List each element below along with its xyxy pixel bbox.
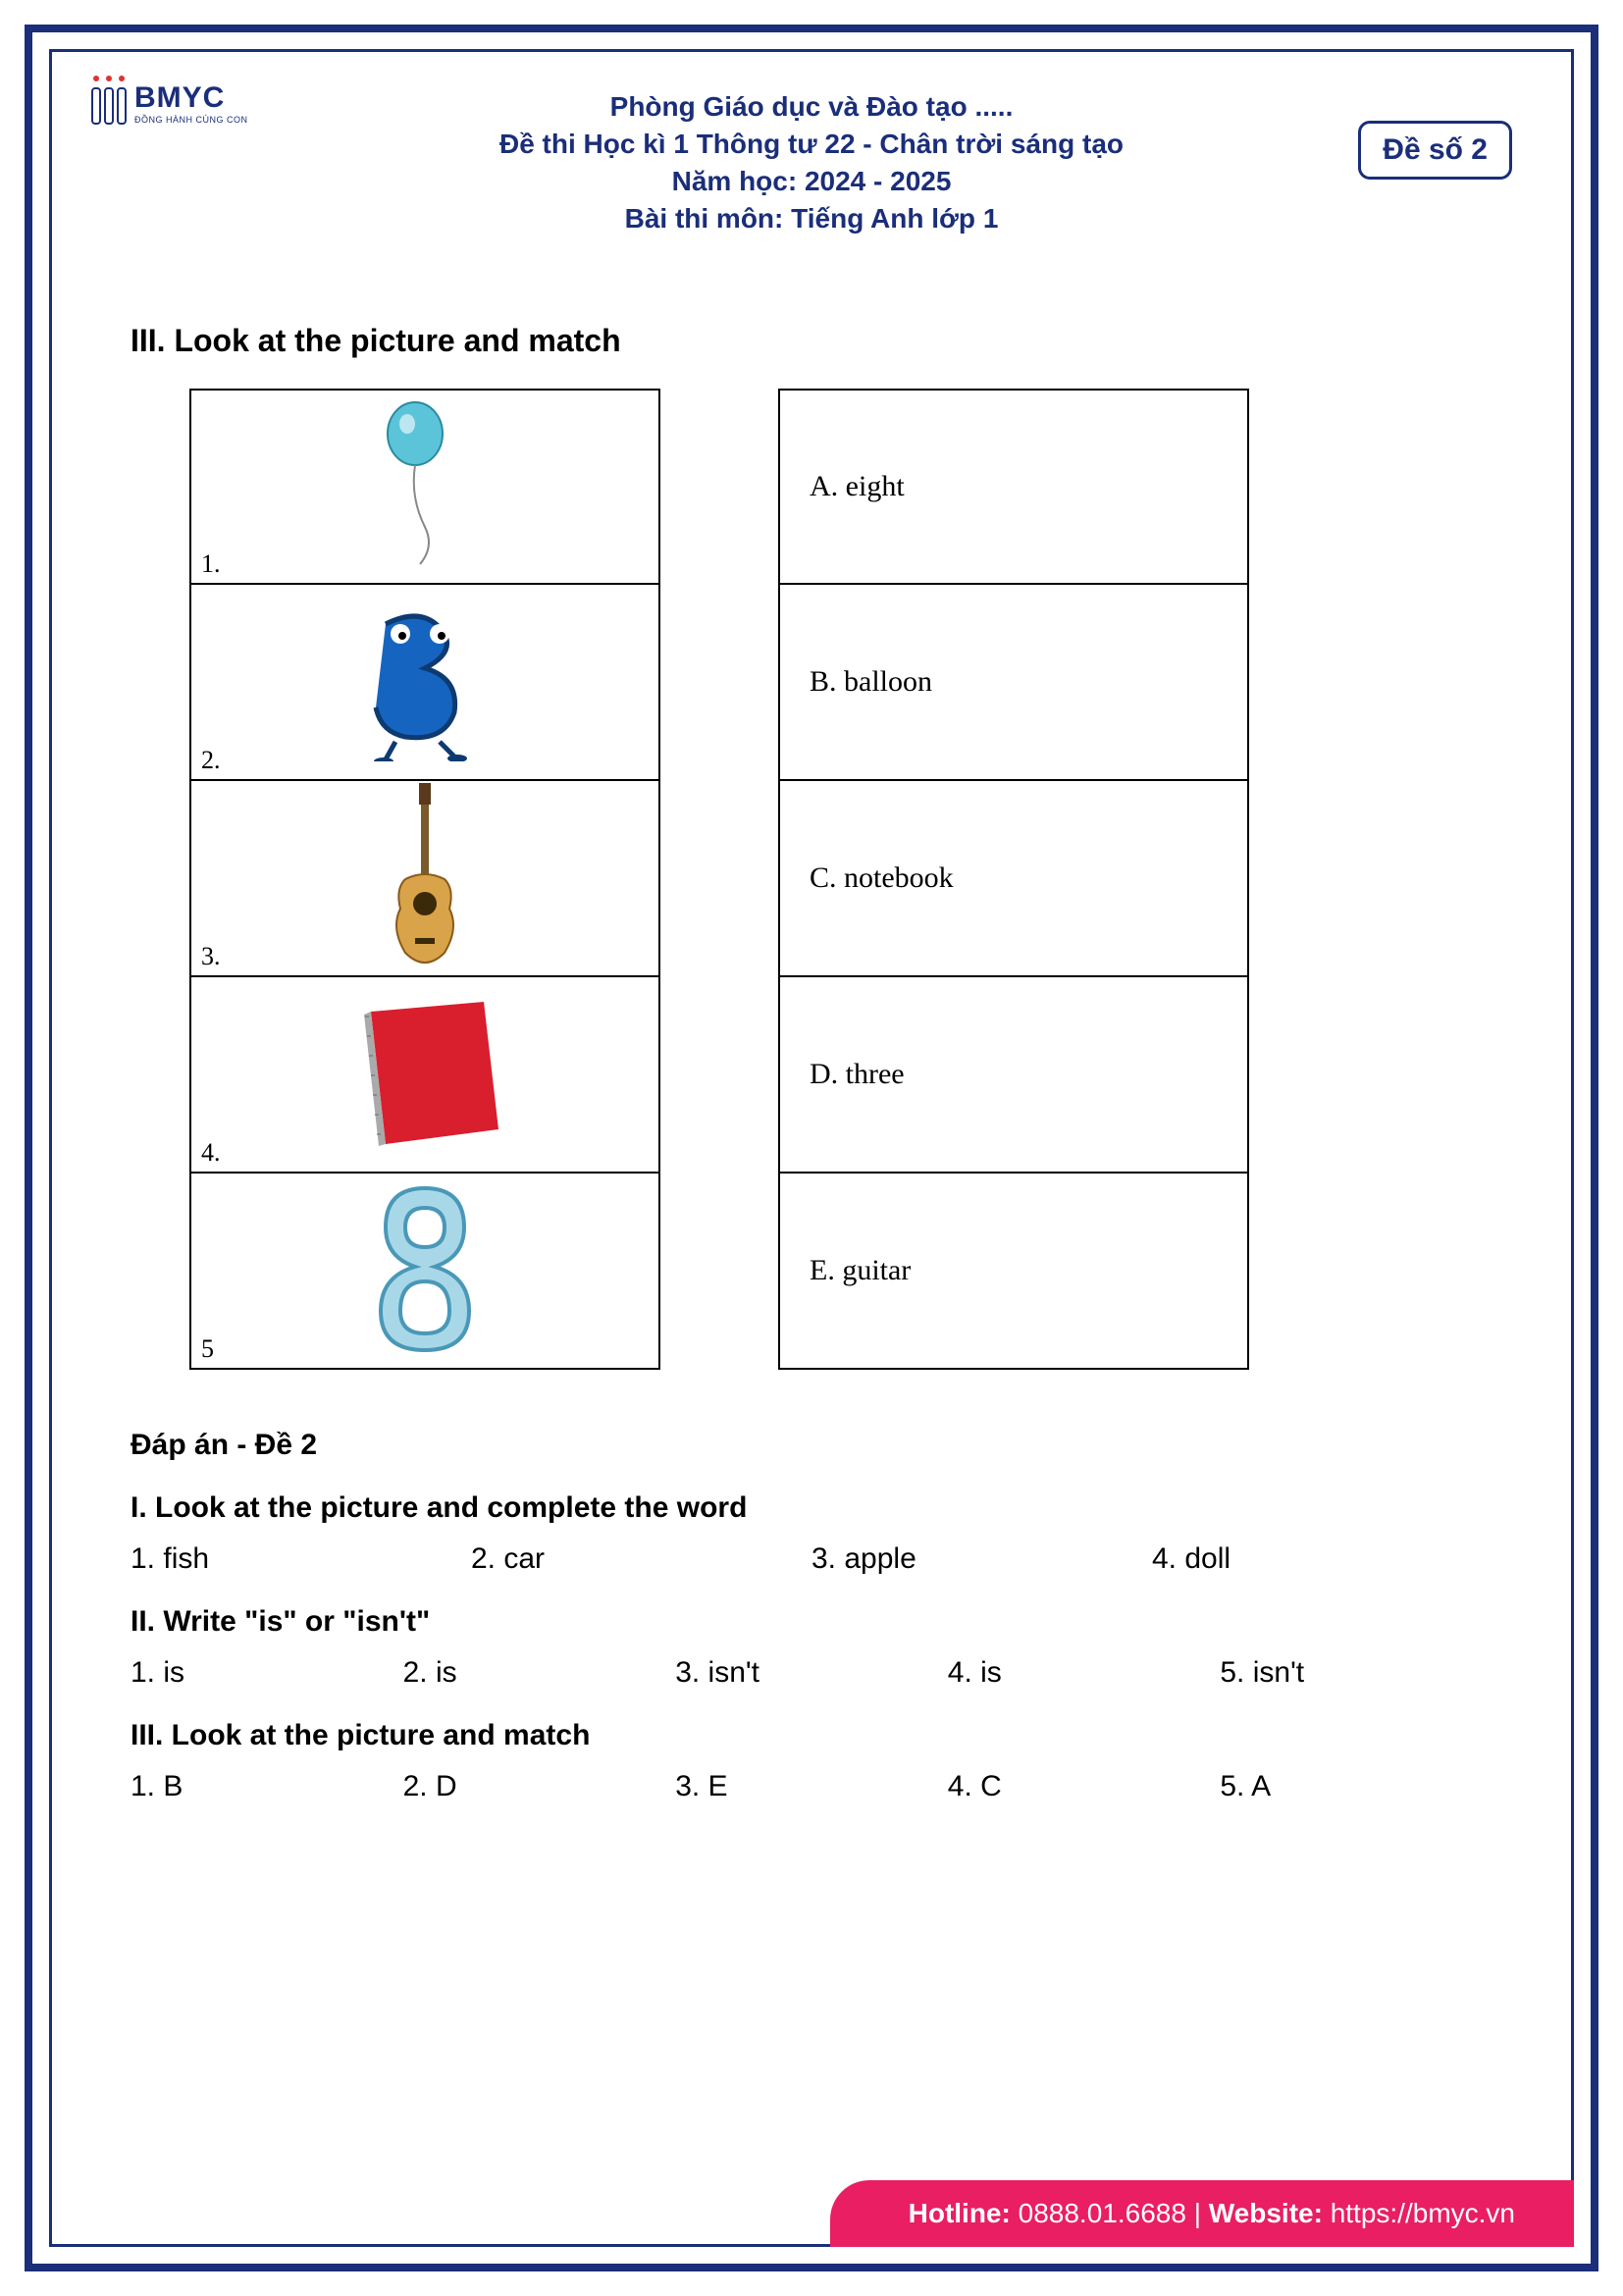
logo-icon xyxy=(91,81,127,125)
hotline-label: Hotline: xyxy=(909,2198,1011,2228)
balloon-icon xyxy=(381,399,469,566)
ans-1-2: 2. car xyxy=(471,1542,812,1576)
option-c: C. notebook xyxy=(778,781,1249,977)
logo-subtext: ĐỒNG HÀNH CÙNG CON xyxy=(134,115,248,125)
section3-title: III. Look at the picture and match xyxy=(131,323,1492,359)
ans-2-1: 1. is xyxy=(131,1656,403,1690)
ans-3-1: 1. B xyxy=(131,1770,403,1803)
header-line1: Phòng Giáo dục và Đào tạo ..... xyxy=(131,91,1492,123)
answers-s1-row: 1. fish 2. car 3. apple 4. doll xyxy=(131,1542,1492,1576)
picture-cell-2: 2. xyxy=(189,585,660,781)
website-url: https://bmyc.vn xyxy=(1331,2198,1515,2228)
answers-s1-title: I. Look at the picture and complete the … xyxy=(131,1491,1492,1525)
ans-2-4: 4. is xyxy=(948,1656,1221,1690)
ans-1-4: 4. doll xyxy=(1152,1542,1492,1576)
footer: Hotline: 0888.01.6688 | Website: https:/… xyxy=(830,2180,1574,2247)
pic-num-4: 4. xyxy=(201,1138,221,1168)
pic-num-2: 2. xyxy=(201,746,221,775)
answers-title: Đáp án - Đề 2 xyxy=(131,1429,1492,1462)
logo-text: BMYC xyxy=(134,81,248,115)
picture-column: 1. 2. xyxy=(189,389,660,1370)
ans-2-2: 2. is xyxy=(403,1656,676,1690)
answers-s3-row: 1. B 2. D 3. E 4. C 5. A xyxy=(131,1770,1492,1803)
header-line2: Đề thi Học kì 1 Thông tư 22 - Chân trời … xyxy=(131,129,1492,160)
picture-cell-5: 5 xyxy=(189,1174,660,1370)
ans-1-3: 3. apple xyxy=(812,1542,1152,1576)
picture-cell-4: 4. xyxy=(189,977,660,1174)
pic-num-1: 1. xyxy=(201,549,221,579)
header-l4-bold: Tiếng Anh lớp 1 xyxy=(791,203,998,234)
answers-s3-title: III. Look at the picture and match xyxy=(131,1719,1492,1752)
ans-3-2: 2. D xyxy=(403,1770,676,1803)
guitar-icon xyxy=(386,781,464,967)
ans-1-1: 1. fish xyxy=(131,1542,471,1576)
picture-cell-3: 3. xyxy=(189,781,660,977)
ans-3-4: 4. C xyxy=(948,1770,1221,1803)
pic-num-5: 5 xyxy=(201,1334,214,1364)
answers-s2-row: 1. is 2. is 3. isn't 4. is 5. isn't xyxy=(131,1656,1492,1690)
ans-2-3: 3. isn't xyxy=(675,1656,948,1690)
answers-s2-title: II. Write "is" or "isn't" xyxy=(131,1605,1492,1639)
options-column: A. eight B. balloon C. notebook D. three… xyxy=(778,389,1249,1370)
number-eight-icon xyxy=(356,1178,494,1355)
ans-3-5: 5. A xyxy=(1220,1770,1492,1803)
header: Phòng Giáo dục và Đào tạo ..... Đề thi H… xyxy=(131,81,1492,235)
logo: BMYC ĐỒNG HÀNH CÙNG CON xyxy=(91,81,248,125)
number-three-icon xyxy=(346,595,503,761)
ans-2-5: 5. isn't xyxy=(1220,1656,1492,1690)
ans-3-3: 3. E xyxy=(675,1770,948,1803)
notebook-icon xyxy=(341,987,508,1154)
hotline-number: 0888.01.6688 xyxy=(1019,2198,1186,2228)
exam-number-badge: Đề số 2 xyxy=(1358,121,1512,180)
pic-num-3: 3. xyxy=(201,942,221,971)
option-d: D. three xyxy=(778,977,1249,1174)
option-b: B. balloon xyxy=(778,585,1249,781)
option-e: E. guitar xyxy=(778,1174,1249,1370)
picture-cell-1: 1. xyxy=(189,389,660,585)
footer-sep: | xyxy=(1194,2198,1209,2228)
match-exercise: 1. 2. xyxy=(189,389,1492,1370)
header-line4: Bài thi môn: Tiếng Anh lớp 1 xyxy=(131,203,1492,235)
option-a: A. eight xyxy=(778,389,1249,585)
website-label: Website: xyxy=(1209,2198,1323,2228)
header-line3: Năm học: 2024 - 2025 xyxy=(131,166,1492,197)
header-l4-prefix: Bài thi môn: xyxy=(625,203,792,234)
